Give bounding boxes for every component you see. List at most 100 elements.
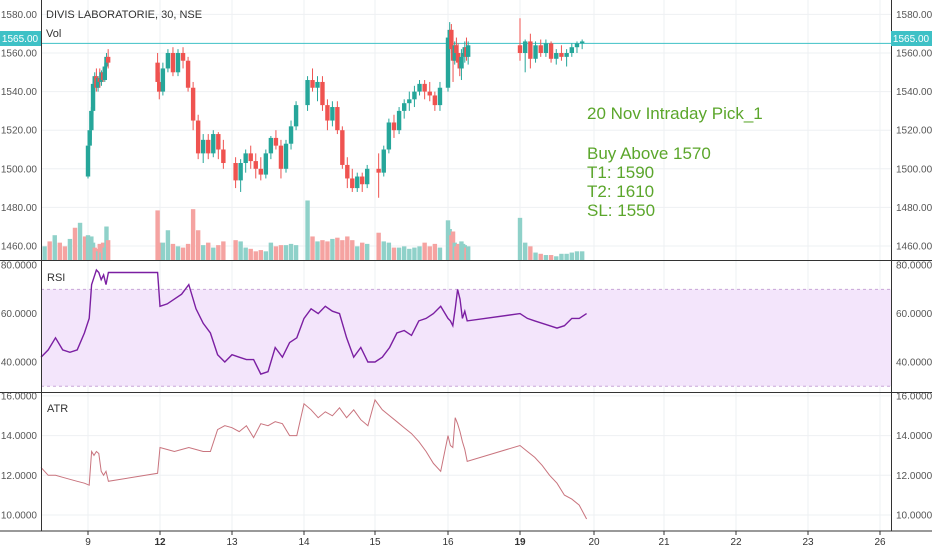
volume-bar (554, 256, 559, 260)
x-tick-label: 20 (588, 537, 600, 548)
candle (574, 41, 580, 53)
volume-bar (325, 241, 330, 260)
volume-bar (330, 238, 335, 260)
candle (538, 39, 543, 57)
price-tick-label-left: 1500.00 (1, 164, 38, 175)
indicator-lines-layer (40, 268, 588, 520)
candle (522, 39, 528, 73)
x-tick-label: 13 (226, 537, 238, 548)
candle (345, 157, 350, 189)
candle (190, 81, 196, 131)
volume-bar (465, 246, 471, 260)
annotation-t1: T1: 1590 (587, 163, 654, 182)
price-badge-left: 1565.00 (0, 31, 41, 46)
x-tick-label: 14 (298, 537, 310, 548)
volume-bar (278, 245, 284, 260)
volume-bar (283, 245, 289, 260)
candle (273, 130, 279, 150)
candle (288, 120, 294, 150)
candle (258, 157, 263, 181)
volume-bar (211, 247, 216, 260)
annotation-t2: T2: 1610 (587, 182, 654, 201)
annotation-buy: Buy Above 1570 (587, 144, 711, 163)
x-tick-label: 12 (154, 537, 166, 548)
candle (350, 168, 355, 192)
volume-bar (175, 246, 181, 260)
candle (548, 41, 554, 63)
candle (243, 149, 248, 173)
volume-bar (538, 253, 543, 260)
volume-bar (402, 246, 407, 260)
candle (268, 135, 274, 160)
price-badge-right: 1565.00 (891, 31, 932, 46)
candle (391, 114, 397, 138)
candle (248, 145, 253, 169)
candle (569, 43, 574, 57)
volume-bar (155, 210, 160, 260)
atr-tick-label-left: 10.0000 (1, 511, 38, 522)
volume-bar (335, 237, 340, 260)
candle (533, 41, 538, 63)
rsi-band-layer (41, 288, 891, 387)
volume-bar (522, 242, 528, 260)
volume-bar (517, 217, 523, 260)
candle (305, 76, 310, 111)
x-tick-label: 19 (514, 537, 526, 548)
annotation-title: 20 Nov Intraday Pick_1 (587, 104, 763, 123)
volume-bar (310, 236, 315, 260)
candle (185, 56, 191, 92)
rsi-tick-label-left: 40.0000 (1, 358, 38, 369)
volume-bar (57, 242, 62, 260)
volume-bar (355, 246, 360, 260)
atr-tick-label-right: 16.0000 (896, 391, 932, 402)
volume-bar (412, 247, 417, 260)
candle (253, 153, 258, 179)
candle (437, 81, 443, 111)
volume-bar (42, 246, 47, 260)
candle (180, 47, 186, 69)
atr-line (40, 398, 588, 520)
volume-bar (77, 222, 83, 260)
volume-bar (268, 242, 274, 260)
volume-bar (315, 241, 320, 260)
atr-tick-label-left: 12.0000 (1, 471, 38, 482)
candle (85, 145, 91, 179)
volume-bar (221, 241, 226, 260)
candle (449, 24, 454, 53)
candle (89, 107, 94, 140)
volume-bar (574, 251, 580, 260)
volume-bar (345, 236, 350, 260)
rsi-tick-label-right: 40.0000 (896, 358, 932, 369)
candle (170, 47, 176, 77)
candle (221, 139, 226, 169)
volume-bar (206, 242, 211, 260)
candle (376, 153, 381, 198)
candle (165, 49, 171, 73)
candle (355, 172, 360, 192)
candle (283, 139, 289, 173)
volume-bar (528, 246, 533, 260)
atr-tick-label-right: 12.0000 (896, 471, 932, 482)
volume-bar (376, 232, 381, 260)
volume-bar (548, 255, 554, 260)
svg-text:1565.00: 1565.00 (2, 34, 39, 45)
volume-bar (427, 246, 432, 260)
trade-annotation: 20 Nov Intraday Pick_1 Buy Above 1570 T1… (587, 104, 763, 220)
candle (201, 134, 206, 164)
volume-bar (160, 242, 166, 260)
candle (564, 49, 569, 67)
volume-bar (407, 248, 412, 260)
rsi-line (40, 268, 587, 375)
volume-bar (190, 209, 196, 260)
volume-bar (263, 251, 269, 260)
x-tick-label: 9 (85, 537, 91, 548)
volume-bar (67, 238, 73, 260)
volume-bar (185, 243, 191, 260)
volume-bar (238, 241, 243, 260)
volume-bar (105, 240, 111, 260)
candle (325, 99, 330, 131)
volume-bar (233, 240, 238, 260)
candle (559, 45, 564, 61)
price-tick-label-right: 1580.00 (896, 10, 932, 21)
candle (528, 33, 533, 69)
